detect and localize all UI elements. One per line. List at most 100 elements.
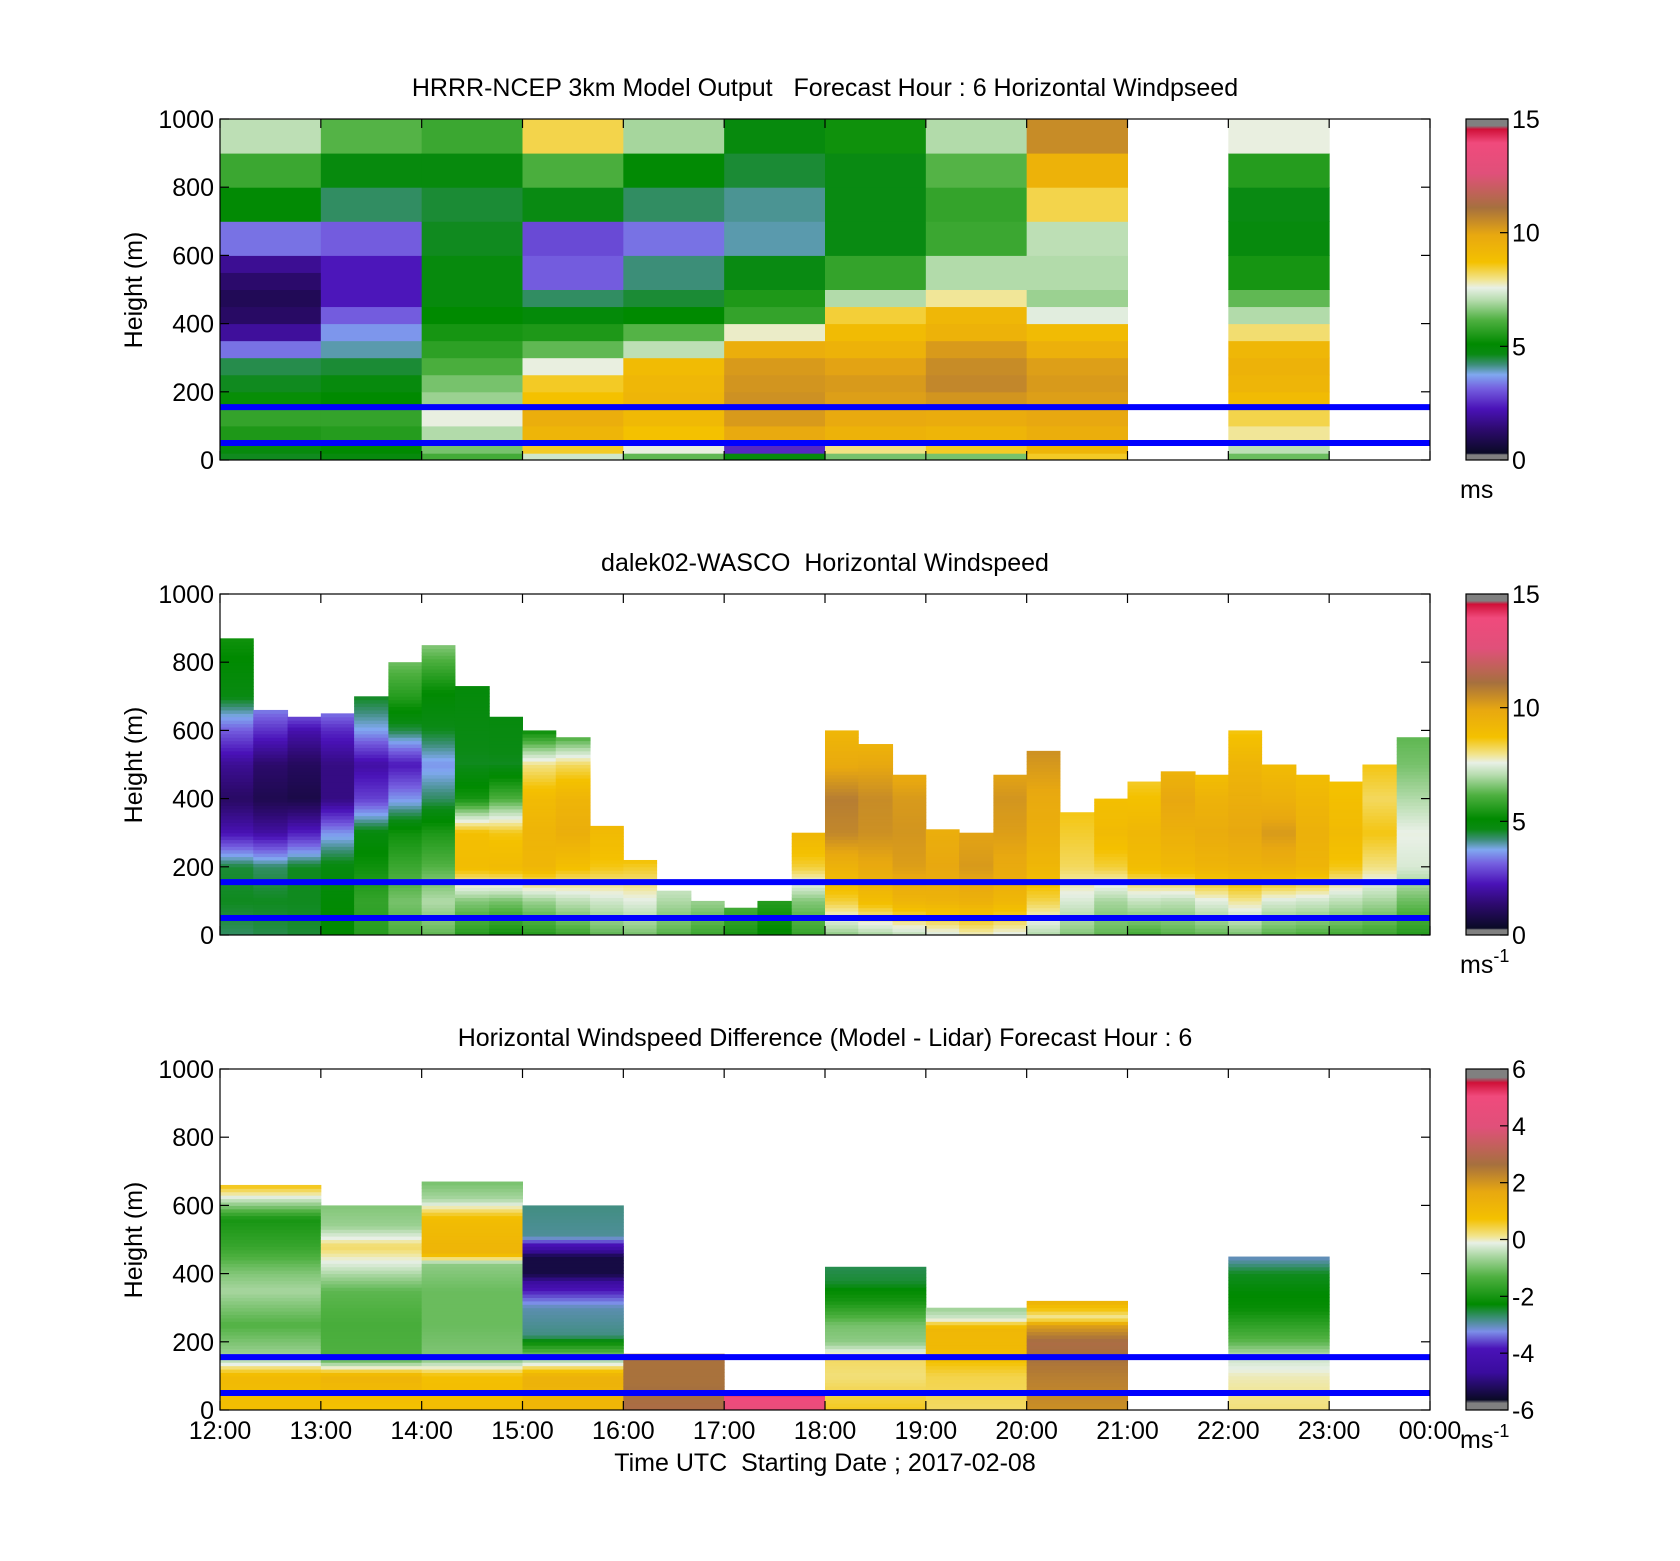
heatmap-cell [1329,798,1363,803]
heatmap-cell [454,924,490,929]
heatmap-cell [253,928,289,933]
heatmap-cell [454,819,490,823]
heatmap-cell [555,887,591,892]
heatmap-cell [993,911,1028,916]
heatmap-cell [1059,924,1095,929]
heatmap-cell [925,832,960,837]
heatmap-cell [993,928,1028,933]
heatmap-cell [555,842,591,847]
heatmap-cell [388,662,423,667]
heatmap-cell [287,911,322,916]
heatmap-cell [925,1324,1028,1329]
heatmap-cell [522,894,557,898]
heatmap-cell [1228,1311,1330,1316]
heatmap-cell [421,716,456,721]
heatmap-cell [555,849,591,854]
heatmap-cell [1127,931,1162,935]
heatmap-cell [320,1273,423,1278]
reference-lines [220,1354,1430,1396]
heatmap-cell [1026,1365,1128,1370]
heatmap-cell [1362,911,1398,916]
heatmap-cell [522,1403,624,1408]
heatmap-cell [1026,877,1061,881]
heatmap-cell [253,781,289,786]
heatmap-cell [220,1283,322,1288]
heatmap-cell [354,805,389,810]
heatmap-cell [522,1382,624,1387]
heatmap-cell [555,791,591,796]
heatmap-cell [522,1205,624,1210]
heatmap-cell [1160,846,1196,851]
heatmap-cell [253,866,289,871]
heatmap-cell [825,859,859,864]
heatmap-cell [1261,802,1297,806]
heatmap-cell [354,744,389,748]
heatmap-cell [522,836,557,841]
y-tick-label: 200 [172,854,214,882]
heatmap-cell [825,221,927,256]
heatmap-cell [757,911,793,916]
heatmap-cell [354,849,389,854]
heatmap-cell [220,1314,322,1319]
x-tick-label: 22:00 [1197,1417,1260,1445]
heatmap-cell [1026,764,1061,769]
heatmap-cell [522,805,557,810]
heatmap-cell [825,374,927,393]
heatmap-cell [454,802,490,806]
heatmap-cell [925,1307,1028,1312]
heatmap-cell [892,815,927,820]
heatmap-cell [959,900,994,905]
heatmap-cell [287,716,322,721]
heatmap-cell [892,805,927,810]
heatmap-cell [220,1184,322,1189]
heatmap-cell [858,928,894,933]
heatmap-cell [623,1365,725,1370]
heatmap-cell [220,638,254,643]
heatmap-cell [1396,771,1430,776]
heatmap-cell [1228,1290,1330,1295]
heatmap-cell [690,900,725,905]
heatmap-cell [959,924,994,929]
heatmap-cell [522,1256,624,1261]
heatmap-cell [1059,904,1095,909]
heatmap-cell [1329,924,1363,929]
heatmap-cell [1228,1266,1330,1271]
heatmap-cell [555,822,591,827]
heatmap-cell [1362,887,1398,892]
heatmap-cell [421,425,523,444]
heatmap-cell [858,849,894,854]
heatmap-cell [253,883,289,888]
heatmap-cell [489,931,523,935]
heatmap-cell [522,1266,624,1271]
heatmap-cell [623,900,658,905]
heatmap-cell [287,761,322,765]
heatmap-cell [522,374,624,393]
heatmap-cell [253,856,289,861]
heatmap-cell [1094,836,1128,841]
heatmap-cell [1160,781,1196,786]
heatmap-cell [454,706,490,711]
heatmap-cell [1329,866,1363,871]
heatmap-cell [1094,805,1128,810]
heatmap-cell [489,924,523,929]
heatmap-cell [825,832,859,837]
heatmap-cell [555,788,591,793]
heatmap-cell [522,1372,624,1377]
heatmap-cell [1362,836,1398,841]
heatmap-cell [925,408,1028,427]
heatmap-cell [1195,829,1229,834]
heatmap-cell [959,911,994,916]
heatmap-cell [1094,822,1128,827]
heatmap-cell [320,890,355,895]
heatmap-cell [489,907,523,912]
heatmap-cell [925,1372,1028,1377]
heatmap-cell [1261,911,1297,916]
heatmap-cell [522,815,557,820]
heatmap-cell [320,340,423,359]
heatmap-cell [858,764,894,769]
heatmap-cell [320,825,355,830]
y-tick-label: 800 [172,649,214,677]
y-tick-label: 200 [172,1329,214,1357]
heatmap-cell [1160,863,1196,868]
heatmap-cell [892,921,927,926]
